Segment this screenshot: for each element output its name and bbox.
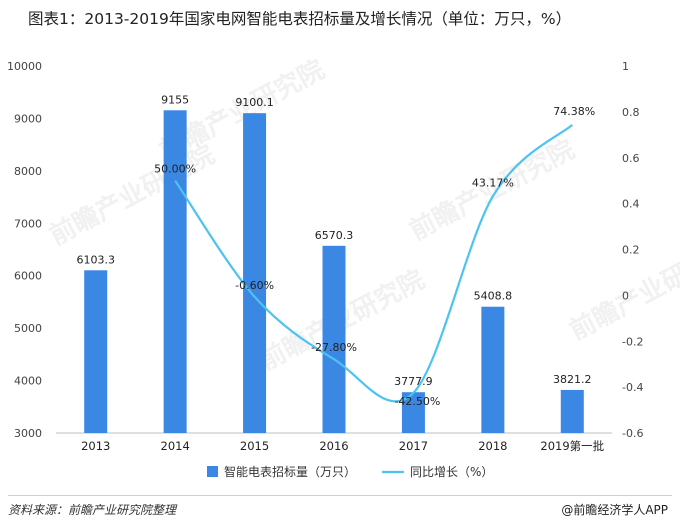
x-tick-label: 2015 — [240, 439, 269, 453]
bar-value-label: 6570.3 — [315, 229, 354, 242]
brand-credit: @前瞻经济学人APP — [561, 503, 668, 517]
bar-value-label: 3821.2 — [553, 373, 592, 386]
y-right-tick-label: 0.8 — [622, 106, 640, 119]
bar — [163, 110, 187, 434]
growth-line — [174, 123, 574, 403]
line-value-label: -42.50% — [394, 395, 440, 408]
y-right-tick-label: -0.2 — [622, 335, 643, 348]
line-value-label: 74.38% — [553, 105, 595, 118]
legend-line-label: 同比增长（%） — [410, 465, 493, 479]
y-left-tick-label: 4000 — [14, 375, 42, 388]
y-right-tick-label: 0 — [622, 289, 629, 302]
y-right-tick-label: 0.4 — [622, 198, 640, 211]
line-value-label: 43.17% — [472, 176, 514, 189]
y-left-tick-label: 7000 — [14, 217, 42, 230]
x-tick-label: 2019第一批 — [540, 439, 604, 453]
bar — [401, 392, 425, 433]
y-right-tick-label: 0.6 — [622, 152, 640, 165]
y-right-tick-label: -0.6 — [622, 427, 643, 440]
line-value-label: -0.60% — [235, 279, 274, 292]
y-right-tick-label: -0.4 — [622, 381, 643, 394]
legend-bar-label: 智能电表招标量（万只） — [224, 464, 356, 479]
x-tick-label: 2018 — [478, 439, 507, 453]
bar-value-label: 5408.8 — [474, 290, 513, 303]
y-left-tick-label: 5000 — [14, 322, 42, 335]
chart-title: 图表1：2013-2019年国家电网智能电表招标量及增长情况（单位：万只，%） — [28, 10, 572, 28]
line-value-label: 50.00% — [154, 163, 196, 176]
bar-value-label: 9100.1 — [235, 96, 274, 109]
y-left-tick-label: 6000 — [14, 270, 42, 283]
y-left-tick-label: 8000 — [14, 165, 42, 178]
y-right-tick-label: 1 — [622, 60, 629, 73]
y-left-tick-label: 3000 — [14, 427, 42, 440]
combo-chart: 3000 4000 5000 6000 7000 8000 9000 10000 -0.6 -0.… — [7, 60, 643, 479]
x-tick-label: 2013 — [81, 439, 110, 453]
bar — [481, 306, 505, 433]
x-tick-label: 2017 — [399, 439, 428, 453]
bar — [243, 113, 267, 433]
y-right-tick-label: 0.2 — [622, 244, 640, 257]
y-left-tick-label: 9000 — [14, 112, 42, 125]
bar — [322, 245, 346, 433]
source-note: 资料来源：前瞻产业研究院整理 — [8, 503, 177, 517]
footer-divider — [8, 495, 672, 496]
bar — [84, 270, 108, 433]
bar-value-label: 3777.9 — [394, 375, 433, 388]
legend-bar-swatch — [207, 466, 218, 477]
y-left-tick-label: 10000 — [7, 60, 42, 73]
bar-value-label: 6103.3 — [76, 253, 115, 266]
bar — [560, 389, 584, 433]
bar-value-label: 9155 — [161, 93, 189, 106]
x-tick-label: 2014 — [161, 439, 190, 453]
x-tick-label: 2016 — [319, 439, 348, 453]
line-value-label: -27.80% — [311, 341, 357, 354]
